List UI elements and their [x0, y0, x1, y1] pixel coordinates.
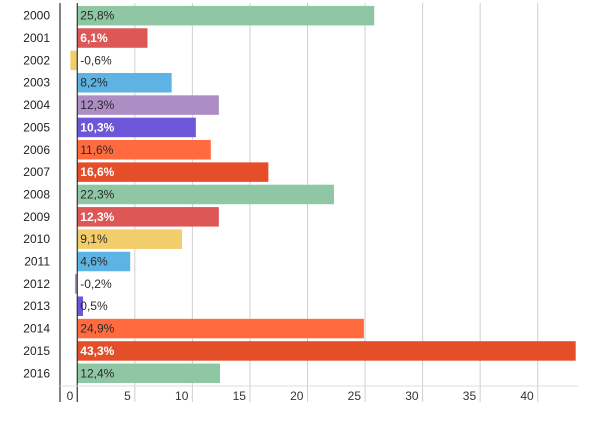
data-label: -0,2%	[80, 277, 112, 291]
x-tick-label: 5	[124, 389, 131, 403]
x-tick-label: 30	[405, 389, 419, 403]
x-tick-labels: 0 5 10 15 20 25 30 35 40	[67, 389, 534, 403]
x-tick-label: 15	[233, 389, 247, 403]
bar-2002	[70, 50, 78, 71]
bar-2000	[77, 5, 375, 26]
bar-2015	[77, 341, 576, 361]
y-tick-labels: 2000 2001 2002 2003 2004 2005 2006 2007 2008 2009…	[23, 9, 50, 381]
data-label: 11,6%	[80, 143, 113, 157]
y-tick-label: 2003	[23, 76, 50, 90]
data-label: 16,6%	[80, 165, 114, 179]
x-tick-label: 40	[520, 389, 534, 403]
bar-2011	[77, 251, 131, 272]
data-label: 9,1%	[80, 232, 108, 246]
y-tick-label: 2008	[23, 187, 50, 201]
data-label: 4,6%	[80, 255, 108, 269]
x-tick-label: 20	[290, 389, 304, 403]
data-label: 43,3%	[80, 344, 114, 358]
y-tick-label: 2001	[23, 31, 50, 45]
y-tick-label: 2015	[23, 344, 50, 358]
data-label: 12,4%	[80, 366, 114, 380]
y-tick-label: 2012	[23, 277, 50, 291]
bar-2008	[77, 184, 334, 205]
y-tick-label: 2010	[23, 232, 50, 246]
y-tick-label: 2006	[23, 143, 50, 157]
y-tick-label: 2007	[23, 165, 50, 179]
y-tick-label: 2005	[23, 120, 50, 134]
data-label: 6,1%	[80, 31, 108, 45]
x-tick-label: 25	[348, 389, 362, 403]
x-tick-label: 0	[67, 389, 74, 403]
bars	[70, 5, 576, 384]
axis-lines	[59, 3, 578, 402]
data-label: 25,8%	[80, 9, 114, 23]
bar-2013	[77, 296, 84, 316]
data-label: 0,5%	[80, 299, 108, 313]
y-tick-label: 2011	[24, 255, 50, 269]
bar-2006	[77, 140, 211, 160]
data-label: -0,6%	[80, 53, 112, 67]
bar-2003	[77, 72, 172, 93]
data-label: 8,2%	[80, 76, 108, 90]
bar-2012	[74, 274, 78, 294]
bar-2004	[77, 95, 219, 115]
x-tick-label: 35	[463, 389, 477, 403]
data-label: 24,9%	[80, 322, 114, 336]
y-tick-label: 2009	[23, 210, 50, 224]
bar-2010	[77, 229, 183, 249]
y-tick-label: 2013	[23, 299, 50, 313]
bar-2005	[77, 117, 196, 138]
y-tick-label: 2000	[23, 9, 50, 23]
bar-2016	[77, 363, 221, 384]
x-tick-label: 10	[175, 389, 189, 403]
y-tick-label: 2014	[23, 322, 50, 336]
bar-2014	[77, 318, 364, 339]
y-tick-label: 2002	[23, 53, 50, 67]
bar-2001	[77, 28, 148, 48]
data-label: 10,3%	[80, 120, 114, 134]
data-label: 12,3%	[80, 98, 114, 112]
bar-2009	[77, 207, 219, 227]
data-label: 12,3%	[80, 210, 114, 224]
data-label: 22,3%	[80, 187, 114, 201]
data-labels: 25,8% 6,1% -0,6% 8,2% 12,3% 10,3% 11,6% 16,6% 22…	[80, 9, 114, 381]
y-tick-label: 2004	[23, 98, 50, 112]
y-tick-label: 2016	[23, 366, 50, 380]
bar-2007	[77, 162, 269, 182]
